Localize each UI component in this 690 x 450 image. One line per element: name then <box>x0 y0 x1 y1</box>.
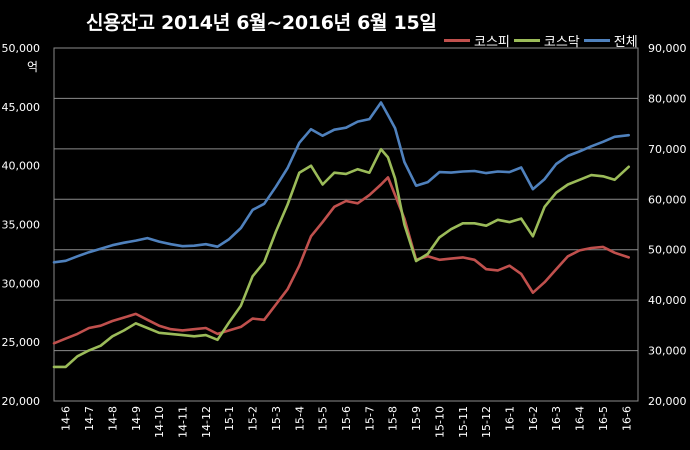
y-right-tick-label: 40,000 <box>648 294 687 307</box>
x-tick-label: 16-5 <box>597 406 610 431</box>
y-right-tick-label: 80,000 <box>648 92 687 105</box>
y-right-tick-label: 20,000 <box>648 395 687 408</box>
chart-title: 신용잔고 2014년 6월~2016년 6월 15일 <box>86 12 437 34</box>
x-tick-label: 15-12 <box>480 406 493 438</box>
legend-label-kospi: 코스피 <box>474 35 510 50</box>
x-tick-label: 15-4 <box>293 406 306 431</box>
x-tick-label: 14-12 <box>200 406 213 438</box>
series-line-kosdaq <box>52 147 631 369</box>
legend-item-kospi: 코스피 <box>444 31 510 50</box>
legend-swatch-kosdaq <box>513 39 540 42</box>
y-right-tick-label: 70,000 <box>648 143 687 156</box>
legend-item-total: 전체 <box>583 31 638 50</box>
y-right-tick-label: 60,000 <box>648 193 687 206</box>
x-tick-label: 16-1 <box>504 406 517 431</box>
y-left-tick-label: 50,000 <box>2 42 41 55</box>
legend-label-kosdaq: 코스닥 <box>543 35 580 50</box>
x-tick-label: 15-9 <box>410 406 423 431</box>
legend-label-total: 전체 <box>613 35 638 50</box>
legend-swatch-kospi <box>444 39 470 42</box>
x-tick-label: 15-11 <box>457 406 470 438</box>
x-tick-label: 16-2 <box>527 406 540 431</box>
plot-area <box>53 47 639 402</box>
y-right-tick-label: 30,000 <box>648 345 687 358</box>
x-tick-label: 15-10 <box>433 406 446 438</box>
y-right-tick-label: 90,000 <box>648 42 687 55</box>
x-tick-label: 15-5 <box>317 406 330 431</box>
x-tick-label: 16-3 <box>550 406 563 431</box>
y-left-tick-label: 40,000 <box>2 160 41 173</box>
y-left-tick-label: 45,000 <box>2 101 41 114</box>
y-right-tick-label: 50,000 <box>648 244 687 257</box>
x-tick-label: 15-3 <box>270 406 283 431</box>
x-tick-label: 16-6 <box>620 406 633 431</box>
y-left-tick-label: 30,000 <box>2 277 41 290</box>
x-tick-label: 14-10 <box>153 406 166 438</box>
y-left-tick-label: 35,000 <box>2 219 41 232</box>
x-tick-label: 14-11 <box>176 406 189 438</box>
y-axis-unit-label: 억 <box>27 60 39 74</box>
x-tick-label: 15-8 <box>387 406 400 431</box>
x-tick-label: 16-4 <box>574 406 587 431</box>
x-tick-label: 15-1 <box>223 406 236 431</box>
x-tick-label: 14-8 <box>106 406 119 431</box>
x-tick-label: 14-6 <box>60 406 73 431</box>
x-tick-label: 15-7 <box>363 406 376 431</box>
legend-swatch-total <box>583 39 610 42</box>
x-tick-label: 14-7 <box>83 406 96 431</box>
y-left-tick-label: 20,000 <box>2 395 41 408</box>
series-line-kospi <box>52 176 631 345</box>
chart-legend: 코스피 코스닥 전체 <box>444 31 642 50</box>
x-tick-label: 15-6 <box>340 406 353 431</box>
series-line-total <box>52 101 631 264</box>
x-tick-label: 15-2 <box>247 406 260 431</box>
legend-item-kosdaq: 코스닥 <box>513 31 580 50</box>
y-left-tick-label: 25,000 <box>2 336 41 349</box>
x-tick-label: 14-9 <box>130 406 143 431</box>
